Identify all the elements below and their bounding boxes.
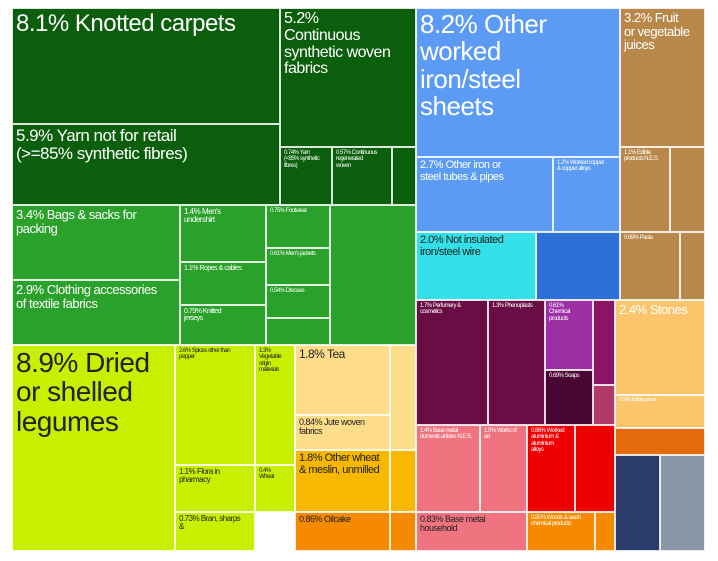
tile-label: 0.80% Woods & wash chemical products bbox=[531, 515, 581, 528]
treemap-tile: 1.3% Vegetable origin materials bbox=[255, 345, 295, 465]
treemap-tile: 2.6% Spices other than pepper bbox=[175, 345, 255, 465]
tile-label: 0.74% Yarn (<85% synthetic fibres) bbox=[284, 150, 320, 169]
treemap-tile: 0.79% Knitted jerseys bbox=[180, 305, 266, 345]
treemap-tile: 3.2% Fruit or vegetable juices bbox=[620, 8, 705, 147]
treemap-minor-tiles bbox=[390, 450, 416, 512]
tile-label: 0.73% Bran, sharps & bbox=[179, 514, 241, 532]
treemap-minor-tiles bbox=[390, 345, 416, 450]
tile-label: 1.0% Works of art bbox=[484, 428, 517, 441]
tile-label: 5.2% Continuous synthetic woven fabrics bbox=[284, 10, 391, 78]
treemap-tile: 0.84% Jute woven fabrics bbox=[295, 415, 390, 450]
tile-label: 8.2% Other worked iron/steel sheets bbox=[420, 9, 547, 121]
treemap-tile: 1.0% Works of art bbox=[480, 425, 527, 512]
treemap-tile: 1.8% Tea bbox=[295, 345, 390, 415]
treemap-minor-tiles bbox=[330, 205, 416, 345]
treemap-tile: 0.69% Soaps bbox=[545, 370, 593, 425]
treemap-tile: 0.74% Yarn (<85% synthetic fibres) bbox=[280, 147, 332, 205]
treemap-tile: 0.69% Pasta bbox=[620, 232, 680, 300]
treemap-tile: 1.1% Flora in pharmacy bbox=[175, 465, 255, 512]
tile-label: 5.9% Yarn not for retail (>=85% syntheti… bbox=[16, 126, 188, 163]
treemap-tile: 1.2% Worked copper & copper alloys bbox=[553, 157, 620, 232]
treemap-minor-tiles bbox=[392, 147, 416, 205]
tile-label: 2.6% Spices other than pepper bbox=[179, 348, 231, 361]
tile-label: 0.55% Building stone bbox=[619, 397, 656, 403]
treemap-tile: 0.75% Footwear bbox=[266, 205, 330, 248]
tile-label: 1.1% Edible products N.E.S. bbox=[624, 150, 659, 163]
tile-label: 0.86% Oilcake bbox=[299, 514, 351, 524]
tile-label: 3.2% Fruit or vegetable juices bbox=[624, 10, 690, 53]
tile-label: 2.4% Stones bbox=[619, 302, 688, 317]
tile-label: 1.2% Worked copper & copper alloys bbox=[557, 160, 604, 173]
tile-label: 0.69% Pasta bbox=[624, 235, 653, 241]
tile-label: 0.4% Wheat bbox=[259, 468, 274, 481]
treemap-tile: 0.4% Wheat bbox=[255, 465, 295, 512]
tile-label: 1.8% Tea bbox=[299, 347, 345, 361]
tile-label: 0.83% Base metal household bbox=[420, 514, 486, 534]
tile-label: 0.61% Chemical products bbox=[549, 303, 571, 322]
treemap-minor-tiles bbox=[680, 232, 705, 300]
treemap-tile: 1.1% Edible products N.E.S. bbox=[620, 147, 670, 232]
tile-label: 3.4% Bags & sacks for packing bbox=[16, 207, 137, 236]
tile-label: 2.0% Not insulated iron/steel wire bbox=[420, 234, 504, 258]
treemap-tile: 0.54% Dresses bbox=[266, 285, 330, 318]
treemap-tile: 0.61% Chemical products bbox=[545, 300, 593, 370]
treemap-minor-tiles bbox=[536, 232, 620, 300]
treemap-tile: 3.4% Bags & sacks for packing bbox=[12, 205, 180, 280]
treemap-tile: 0.86% Worked aluminium & aluminium alloy… bbox=[527, 425, 575, 512]
treemap-minor-tiles bbox=[615, 455, 660, 551]
tile-label: 1.3% Vegetable origin materials bbox=[259, 348, 282, 373]
treemap-tile: 5.2% Continuous synthetic woven fabrics bbox=[280, 8, 416, 147]
treemap-minor-tiles bbox=[593, 385, 615, 425]
treemap-tile: 2.0% Not insulated iron/steel wire bbox=[416, 232, 536, 300]
treemap-tile: 0.86% Oilcake bbox=[295, 512, 390, 551]
tile-label: 0.61% Men's jackets bbox=[270, 251, 316, 257]
treemap-tile: 8.9% Dried or shelled legumes bbox=[12, 345, 175, 551]
treemap-minor-tiles bbox=[266, 318, 330, 345]
treemap-minor-tiles bbox=[595, 512, 615, 551]
treemap-tile: 2.9% Clothing accessories of textile fab… bbox=[12, 280, 180, 345]
tile-label: 0.84% Jute woven fabrics bbox=[299, 417, 365, 437]
treemap-minor-tiles bbox=[390, 512, 416, 551]
treemap-tile: 1.7% Perfumery & cosmetics bbox=[416, 300, 488, 425]
treemap-tile: 0.57% Continuous regenerated woven bbox=[332, 147, 392, 205]
tile-label: 0.54% Dresses bbox=[270, 288, 305, 294]
treemap-tile: 8.1% Knotted carpets bbox=[12, 8, 280, 124]
treemap-minor-tiles bbox=[615, 428, 705, 455]
treemap-tile: 0.61% Men's jackets bbox=[266, 248, 330, 285]
treemap-tile: 0.73% Bran, sharps & bbox=[175, 512, 255, 551]
tile-label: 0.86% Worked aluminium & aluminium alloy… bbox=[531, 428, 565, 453]
treemap-tile: 0.83% Base metal household bbox=[416, 512, 527, 551]
tile-label: 1.3% Phenoplasts bbox=[492, 303, 533, 309]
tile-label: 8.9% Dried or shelled legumes bbox=[16, 347, 150, 437]
treemap-tile: 2.7% Other iron or steel tubes & pipes bbox=[416, 157, 553, 232]
tile-label: 0.75% Footwear bbox=[270, 208, 307, 214]
treemap-minor-tiles bbox=[575, 425, 615, 512]
treemap-tile: 2.4% Stones bbox=[615, 300, 705, 395]
treemap-tile: 5.9% Yarn not for retail (>=85% syntheti… bbox=[12, 124, 280, 205]
tile-label: 1.7% Perfumery & cosmetics bbox=[420, 303, 461, 316]
treemap-minor-tiles bbox=[670, 147, 705, 232]
treemap-tile: 8.2% Other worked iron/steel sheets bbox=[416, 8, 620, 157]
treemap-minor-tiles bbox=[660, 455, 705, 551]
treemap-tile: 1.1% Ropes & cables bbox=[180, 262, 266, 305]
treemap-tile: 1.4% Men's undershirt bbox=[180, 205, 266, 262]
tile-label: 0.69% Soaps bbox=[549, 373, 580, 379]
tile-label: 0.79% Knitted jerseys bbox=[184, 308, 222, 323]
treemap-tile: 1.8% Other wheat & meslin, unmilled bbox=[295, 450, 390, 512]
treemap-tile: 0.80% Woods & wash chemical products bbox=[527, 512, 595, 551]
tile-label: 1.4% Men's undershirt bbox=[184, 207, 221, 225]
tile-label: 1.1% Ropes & cables bbox=[184, 265, 242, 272]
tile-label: 1.1% Flora in pharmacy bbox=[179, 467, 220, 485]
tile-label: 1.4% Base metal domestic articles N.E.S. bbox=[420, 428, 472, 441]
tile-label: 0.57% Continuous regenerated woven bbox=[336, 150, 378, 169]
tile-label: 2.7% Other iron or steel tubes & pipes bbox=[420, 159, 504, 183]
treemap-tile: 1.3% Phenoplasts bbox=[488, 300, 545, 425]
tile-label: 2.9% Clothing accessories of textile fab… bbox=[16, 282, 157, 311]
tile-label: 1.8% Other wheat & meslin, unmilled bbox=[299, 452, 380, 476]
treemap-tile: 1.4% Base metal domestic articles N.E.S. bbox=[416, 425, 480, 512]
treemap-tile: 0.55% Building stone bbox=[615, 395, 705, 428]
tile-label: 8.1% Knotted carpets bbox=[16, 10, 236, 37]
treemap-minor-tiles bbox=[593, 300, 615, 385]
